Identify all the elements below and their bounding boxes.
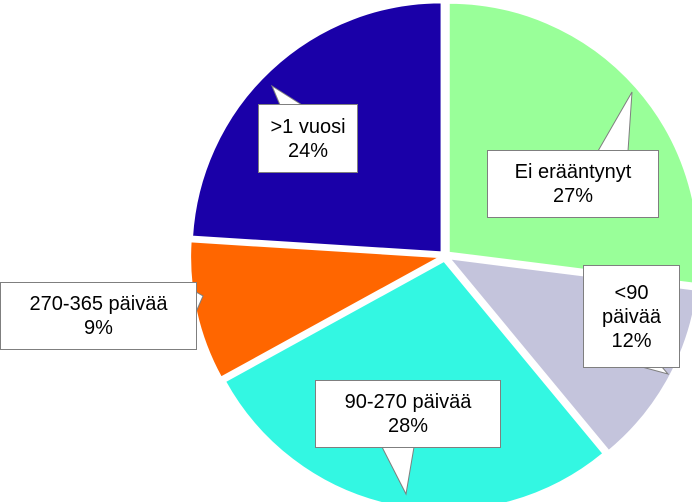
percent-label: 24% — [287, 139, 329, 162]
data-label: >1 vuosi 24% — [258, 104, 358, 173]
percent-label: 27% — [552, 185, 594, 207]
percent-label: 28% — [387, 415, 429, 437]
percent-label: 9% — [84, 317, 113, 339]
data-label: <90 päivää 12% — [583, 265, 680, 368]
category-label: 270-365 päivää — [29, 293, 168, 315]
category-label: Ei erääntynyt — [514, 161, 632, 183]
category-label: <90 päivää — [602, 281, 661, 328]
category-label: 90-270 päivää — [344, 391, 472, 413]
data-label: 90-270 päivää 28% — [315, 380, 501, 448]
data-label: 270-365 päivää 9% — [0, 282, 197, 350]
category-label: >1 vuosi — [270, 115, 346, 138]
pie-slice — [447, 1, 692, 285]
data-label: Ei erääntynyt 27% — [487, 150, 659, 218]
percent-label: 12% — [611, 329, 652, 352]
